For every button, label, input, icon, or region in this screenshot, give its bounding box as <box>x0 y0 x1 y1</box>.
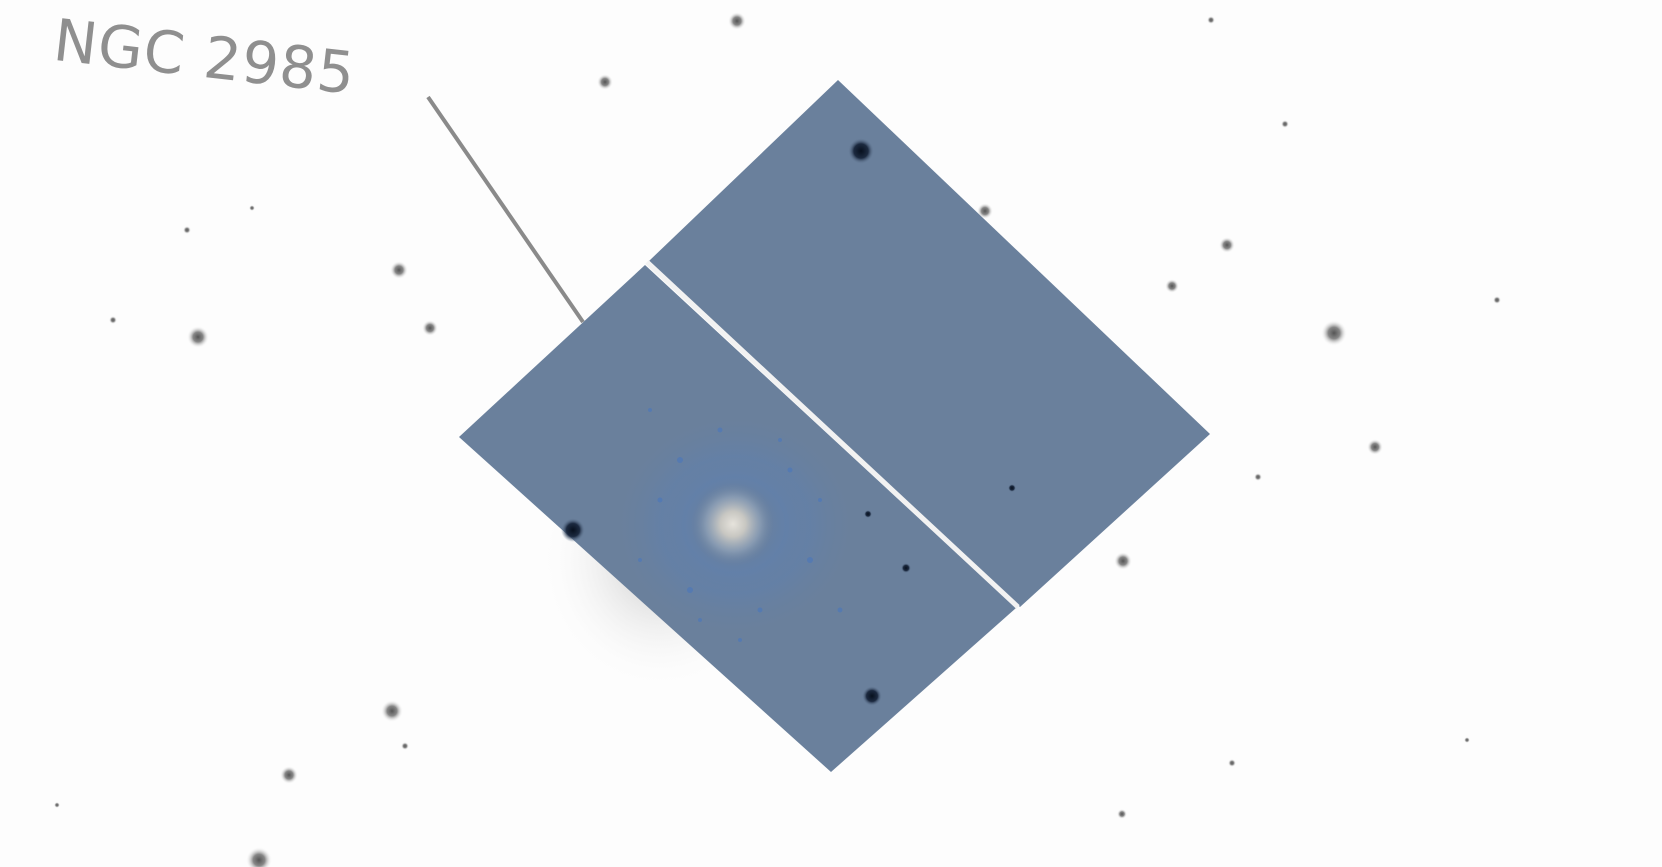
field-stars <box>54 12 1501 867</box>
galaxy <box>610 408 860 642</box>
field-star <box>381 700 403 722</box>
mosaic-star <box>561 518 585 542</box>
field-star <box>1219 237 1235 253</box>
field-star <box>401 742 409 750</box>
field-star <box>728 12 746 30</box>
field-star <box>390 261 408 279</box>
label-pointer-line <box>426 95 585 324</box>
telescope-mosaic <box>459 80 1210 772</box>
field-star <box>597 74 613 90</box>
field-star <box>280 766 298 784</box>
mosaic-star <box>864 510 872 518</box>
mosaic-star <box>862 686 882 706</box>
field-star <box>1207 16 1215 24</box>
mosaic-panel-upper <box>649 80 1210 607</box>
field-star <box>1281 120 1289 128</box>
field-star <box>977 203 993 219</box>
mosaic-star <box>848 138 874 164</box>
galaxy-star-knots <box>638 408 843 642</box>
field-star <box>249 205 255 211</box>
field-star <box>1228 759 1236 767</box>
field-star <box>1117 809 1127 819</box>
field-star <box>1254 473 1262 481</box>
field-star <box>246 847 272 867</box>
field-star <box>109 316 117 324</box>
mosaic-star <box>1008 484 1016 492</box>
field-star <box>422 320 438 336</box>
field-star <box>1114 552 1132 570</box>
mosaic-gap <box>645 260 1020 609</box>
mosaic-star <box>901 563 911 573</box>
field-star <box>1321 320 1347 346</box>
field-star <box>187 326 209 348</box>
field-star <box>1367 439 1383 455</box>
galaxy-core <box>691 482 775 566</box>
field-star <box>54 802 60 808</box>
field-star <box>1493 296 1501 304</box>
field-star <box>183 226 191 234</box>
field-star <box>1165 279 1179 293</box>
field-star <box>1464 737 1470 743</box>
